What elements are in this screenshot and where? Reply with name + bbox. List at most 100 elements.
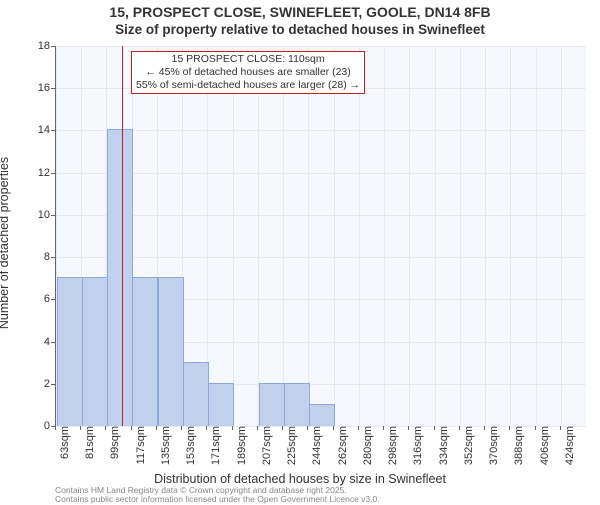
x-axis-label: Distribution of detached houses by size … <box>0 472 600 486</box>
title-line-2: Size of property relative to detached ho… <box>0 22 600 39</box>
x-tick <box>232 426 233 430</box>
x-tick <box>131 426 132 430</box>
gridline-vertical <box>460 46 461 426</box>
gridline-horizontal <box>56 257 586 258</box>
gridline-vertical <box>334 46 335 426</box>
chart-title: 15, PROSPECT CLOSE, SWINEFLEET, GOOLE, D… <box>0 4 600 38</box>
x-tick <box>459 426 460 430</box>
y-tick <box>51 46 55 47</box>
x-tick-label: 280sqm <box>362 426 374 470</box>
x-tick-label: 135sqm <box>160 426 172 470</box>
gridline-vertical <box>233 46 234 426</box>
x-tick <box>333 426 334 430</box>
gridline-horizontal <box>56 46 586 47</box>
plot-area: 15 PROSPECT CLOSE: 110sqm← 45% of detach… <box>55 46 586 427</box>
histogram-bar <box>57 277 83 426</box>
histogram-bar <box>82 277 108 426</box>
x-tick <box>358 426 359 430</box>
histogram-bar <box>309 404 335 426</box>
x-tick-label: 424sqm <box>564 426 576 470</box>
y-tick <box>51 215 55 216</box>
annotation-box: 15 PROSPECT CLOSE: 110sqm← 45% of detach… <box>131 51 365 94</box>
y-tick-label: 2 <box>20 378 50 390</box>
footer-line-2: Contains public sector information licen… <box>55 495 380 504</box>
x-tick <box>535 426 536 430</box>
histogram-bar <box>183 362 209 426</box>
histogram-bar <box>208 383 234 426</box>
x-tick-label: 63sqm <box>59 426 71 470</box>
x-tick-label: 352sqm <box>463 426 475 470</box>
x-tick-label: 262sqm <box>337 426 349 470</box>
x-tick-label: 298sqm <box>387 426 399 470</box>
gridline-vertical <box>435 46 436 426</box>
y-tick-label: 8 <box>20 251 50 263</box>
gridline-vertical <box>485 46 486 426</box>
x-tick-label: 153sqm <box>185 426 197 470</box>
gridline-vertical <box>409 46 410 426</box>
gridline-horizontal <box>56 130 586 131</box>
x-tick <box>408 426 409 430</box>
y-tick <box>51 342 55 343</box>
y-tick-label: 4 <box>20 336 50 348</box>
x-tick-label: 316sqm <box>412 426 424 470</box>
x-tick-label: 81sqm <box>84 426 96 470</box>
x-tick <box>80 426 81 430</box>
y-tick <box>51 130 55 131</box>
x-tick <box>383 426 384 430</box>
x-tick <box>560 426 561 430</box>
x-tick-label: 406sqm <box>539 426 551 470</box>
annotation-line: ← 45% of detached houses are smaller (23… <box>136 66 360 79</box>
y-axis-label: Number of detached properties <box>0 157 11 329</box>
y-tick <box>51 88 55 89</box>
histogram-bar <box>259 383 285 426</box>
x-tick-label: 334sqm <box>438 426 450 470</box>
gridline-vertical <box>536 46 537 426</box>
gridline-vertical <box>308 46 309 426</box>
annotation-line: 55% of semi-detached houses are larger (… <box>136 79 360 92</box>
y-tick-label: 12 <box>20 167 50 179</box>
histogram-bar <box>132 277 158 426</box>
gridline-vertical <box>283 46 284 426</box>
gridline-vertical <box>359 46 360 426</box>
x-tick <box>434 426 435 430</box>
y-tick <box>51 257 55 258</box>
annotation-line: 15 PROSPECT CLOSE: 110sqm <box>136 53 360 66</box>
y-tick-label: 10 <box>20 209 50 221</box>
histogram-bar <box>107 129 133 426</box>
x-tick <box>105 426 106 430</box>
y-tick <box>51 173 55 174</box>
x-tick-label: 207sqm <box>261 426 273 470</box>
y-tick-label: 6 <box>20 293 50 305</box>
x-tick-label: 171sqm <box>210 426 222 470</box>
y-tick-label: 16 <box>20 82 50 94</box>
gridline-horizontal <box>56 173 586 174</box>
y-tick <box>51 384 55 385</box>
x-tick <box>206 426 207 430</box>
x-tick <box>307 426 308 430</box>
histogram-bar <box>284 383 310 426</box>
gridline-vertical <box>384 46 385 426</box>
x-tick-label: 225sqm <box>286 426 298 470</box>
x-tick-label: 244sqm <box>311 426 323 470</box>
x-tick-label: 189sqm <box>236 426 248 470</box>
gridline-vertical <box>258 46 259 426</box>
y-tick <box>51 299 55 300</box>
title-line-1: 15, PROSPECT CLOSE, SWINEFLEET, GOOLE, D… <box>0 4 600 22</box>
x-tick <box>282 426 283 430</box>
x-tick <box>509 426 510 430</box>
x-tick <box>156 426 157 430</box>
x-tick <box>257 426 258 430</box>
x-tick-label: 117sqm <box>135 426 147 470</box>
gridline-horizontal <box>56 215 586 216</box>
x-tick-label: 370sqm <box>488 426 500 470</box>
y-tick-label: 14 <box>20 124 50 136</box>
x-tick <box>181 426 182 430</box>
gridline-vertical <box>510 46 511 426</box>
x-tick <box>484 426 485 430</box>
chart-container: 15, PROSPECT CLOSE, SWINEFLEET, GOOLE, D… <box>0 0 600 500</box>
y-tick-label: 18 <box>20 40 50 52</box>
x-tick-label: 99sqm <box>109 426 121 470</box>
y-tick-label: 0 <box>20 420 50 432</box>
histogram-bar <box>158 277 184 426</box>
x-tick-label: 388sqm <box>513 426 525 470</box>
